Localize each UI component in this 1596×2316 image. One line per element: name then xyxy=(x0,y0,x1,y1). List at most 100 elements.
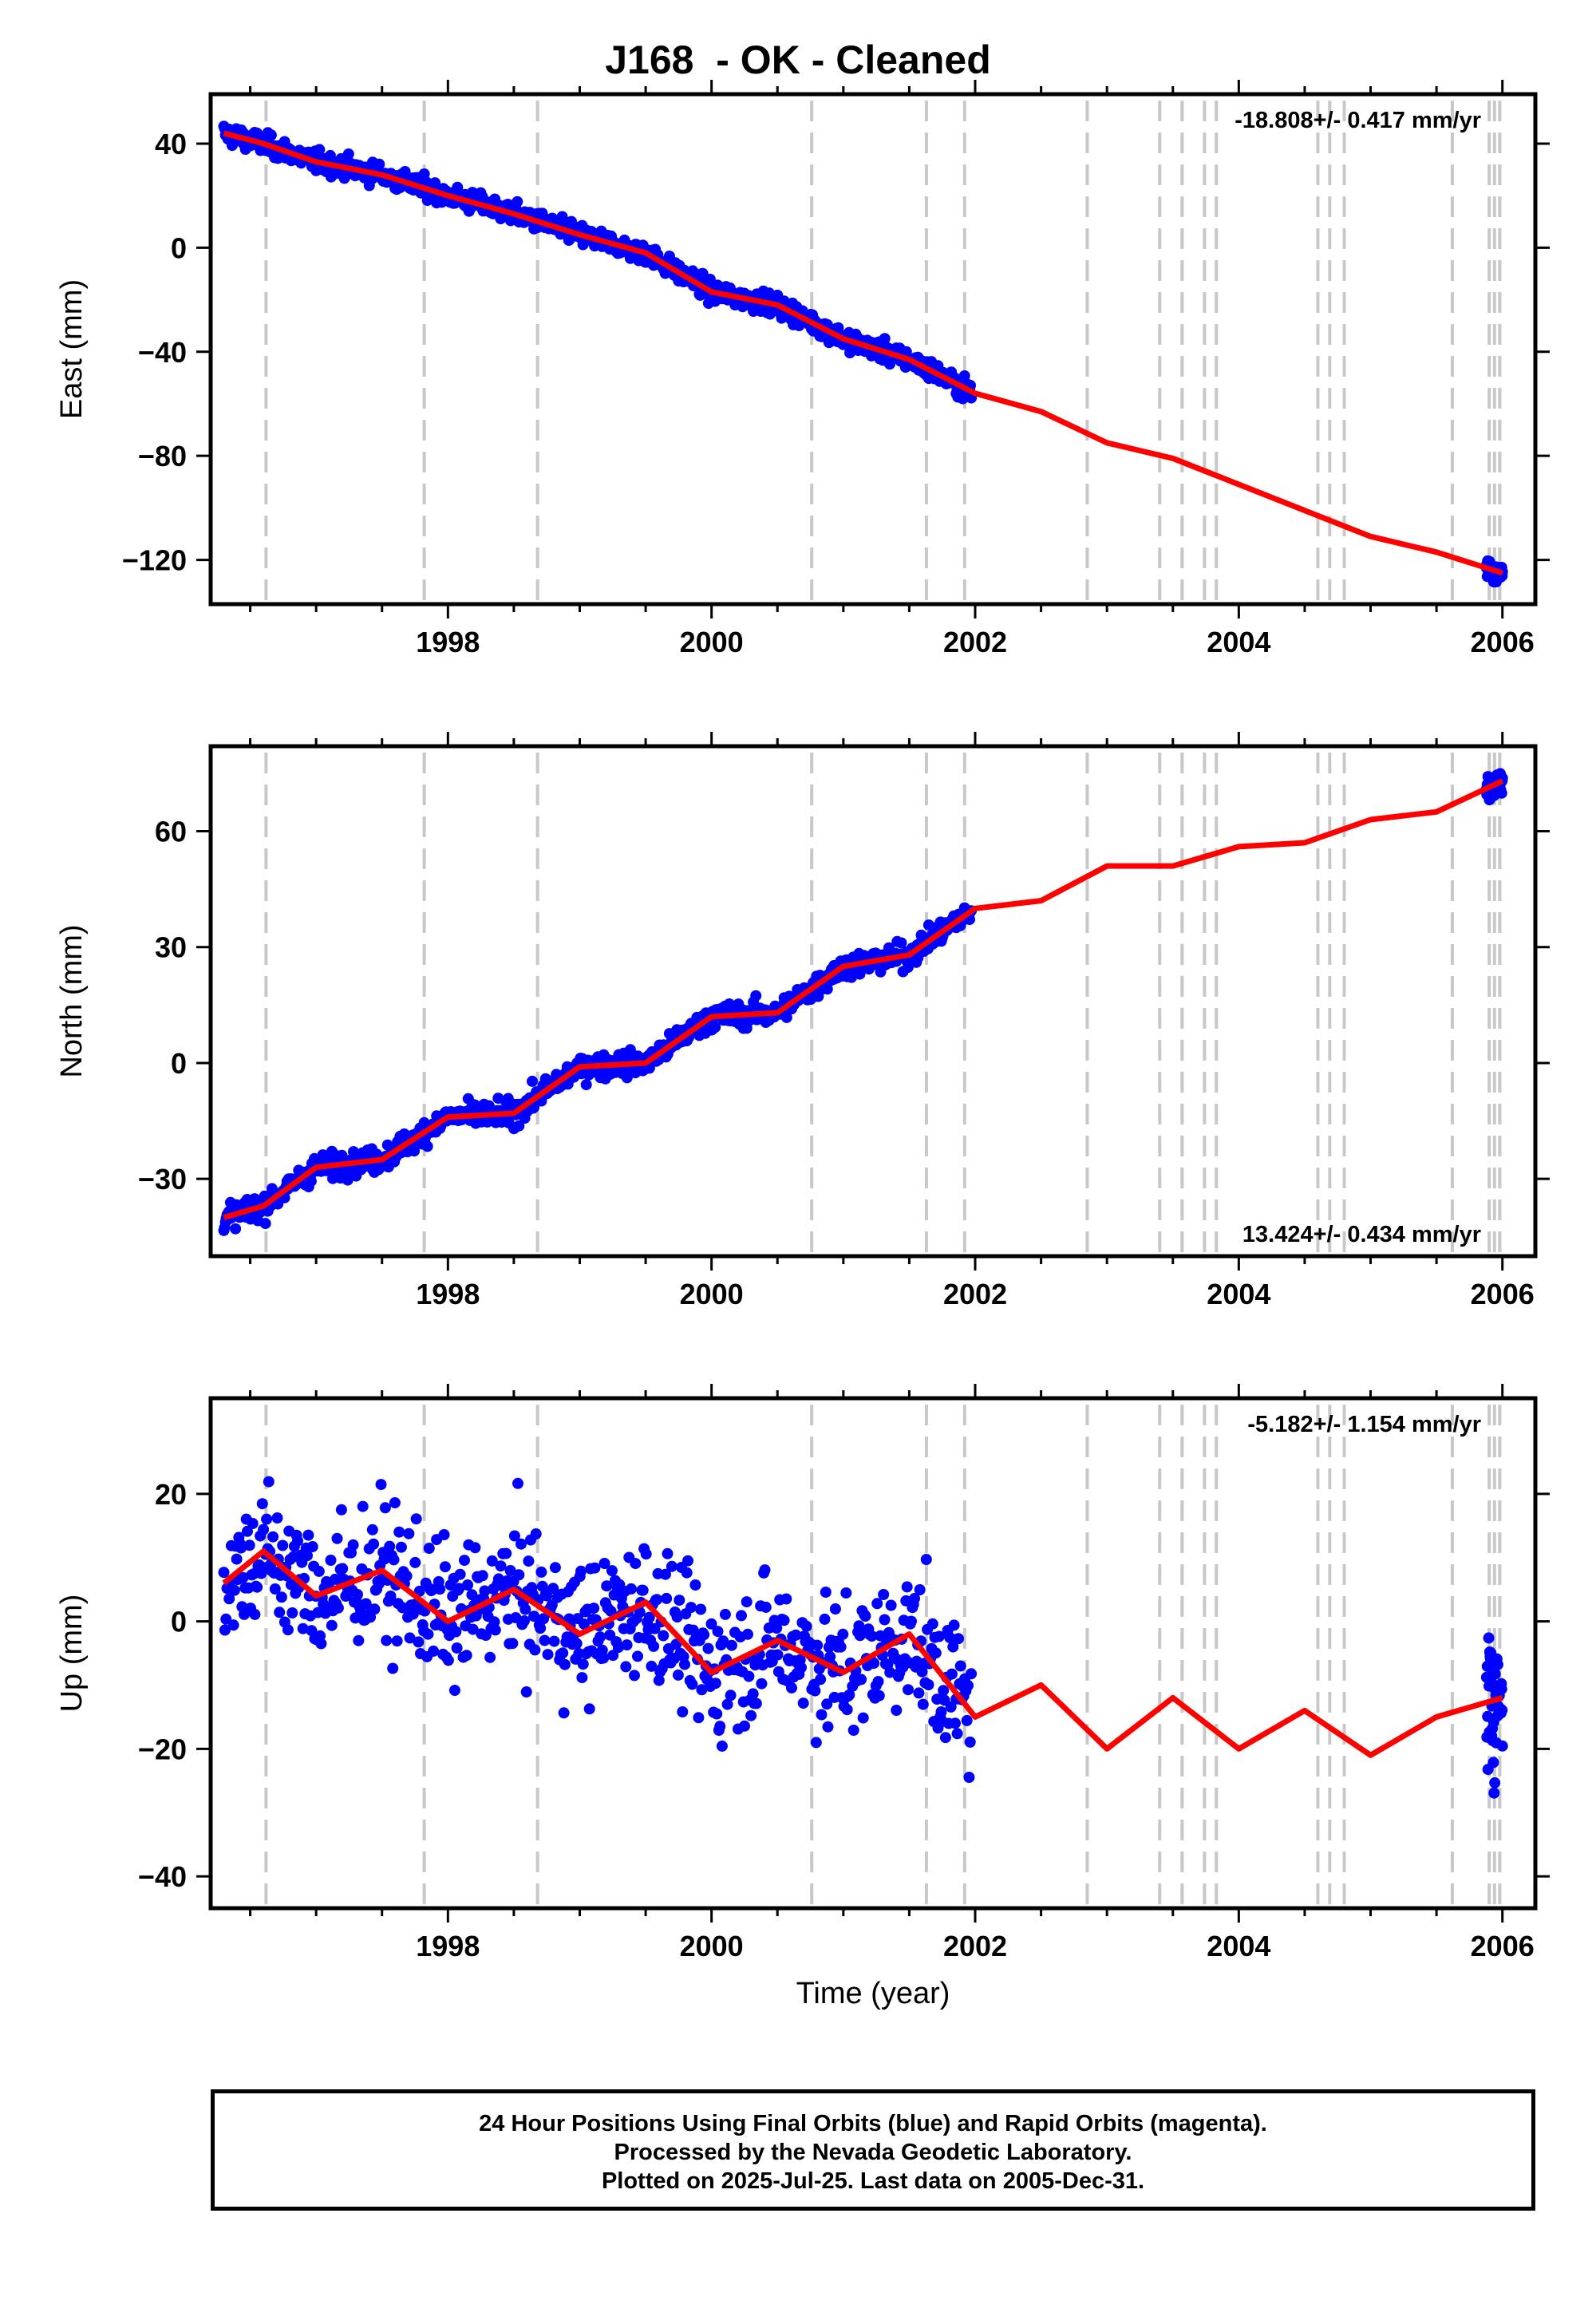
y-tick-label: −80 xyxy=(138,440,187,472)
observation-point xyxy=(467,1623,479,1635)
observation-point xyxy=(247,1518,259,1529)
observation-point xyxy=(1489,1777,1501,1788)
x-tick-label: 1998 xyxy=(416,1278,480,1310)
observation-point xyxy=(780,1593,792,1605)
observation-point xyxy=(357,1500,369,1512)
observation-point xyxy=(395,1541,407,1553)
observation-point xyxy=(685,1602,697,1614)
observation-point xyxy=(829,1603,841,1614)
x-tick-label: 2000 xyxy=(680,626,744,658)
observation-point xyxy=(337,1563,349,1575)
observation-point xyxy=(607,1650,619,1662)
observation-point xyxy=(759,1564,771,1576)
y-axis-label: East (mm) xyxy=(55,279,89,419)
observation-point xyxy=(409,1556,421,1568)
observation-point xyxy=(621,1639,633,1651)
observation-point xyxy=(410,1513,422,1525)
observation-point xyxy=(1488,1787,1500,1799)
observation-point xyxy=(448,1685,460,1696)
observation-point xyxy=(643,1611,655,1623)
observation-point xyxy=(391,1635,403,1647)
rate-annotation: -5.182+/- 1.154 mm/yr xyxy=(1247,1412,1481,1437)
observation-point xyxy=(434,1583,446,1595)
observation-point xyxy=(557,1647,569,1659)
observation-points xyxy=(218,1476,1508,1799)
observation-point xyxy=(695,1603,707,1615)
observation-point xyxy=(397,1602,409,1614)
observation-point xyxy=(535,1622,547,1634)
observation-point xyxy=(709,1678,721,1690)
observation-point xyxy=(512,196,523,207)
observation-point xyxy=(277,1539,289,1551)
observation-point xyxy=(302,1550,313,1562)
observation-point xyxy=(658,1630,670,1642)
observation-point xyxy=(679,1658,690,1670)
observation-point xyxy=(895,937,907,949)
observation-point xyxy=(535,1566,547,1578)
y-tick-label: 40 xyxy=(155,128,187,160)
y-tick-label: 20 xyxy=(155,1478,187,1511)
observation-point xyxy=(575,1565,587,1577)
observation-point xyxy=(512,1477,523,1489)
observation-point xyxy=(632,1650,643,1662)
footer-line-3: Plotted on 2025-Jul-25. Last data on 200… xyxy=(601,2168,1145,2194)
observation-point xyxy=(598,1558,610,1569)
observation-point xyxy=(275,1591,287,1603)
observation-point xyxy=(1496,1704,1508,1716)
observation-point xyxy=(629,1670,640,1682)
observation-point xyxy=(711,1708,723,1720)
observation-point xyxy=(549,1562,561,1574)
observation-point xyxy=(598,1652,610,1664)
observation-point xyxy=(747,1688,759,1700)
observation-point xyxy=(589,1562,601,1574)
observation-point xyxy=(228,1584,240,1596)
observation-point xyxy=(375,1479,387,1491)
model-curve xyxy=(222,1548,1503,1758)
observation-point xyxy=(948,1619,960,1631)
observation-point xyxy=(736,1610,747,1622)
observation-point xyxy=(812,1639,824,1651)
y-tick-label: 60 xyxy=(155,816,187,848)
observation-point xyxy=(313,1565,325,1577)
observation-point xyxy=(739,1720,750,1732)
observation-point xyxy=(381,1634,393,1646)
observation-point xyxy=(547,1583,559,1595)
observation-point xyxy=(315,1638,327,1650)
observation-point xyxy=(438,1529,450,1540)
observation-point xyxy=(306,1541,318,1552)
observation-point xyxy=(721,1698,733,1710)
y-axis-label: North (mm) xyxy=(55,924,89,1077)
observation-point xyxy=(682,1555,693,1567)
observation-point xyxy=(1491,1658,1503,1670)
observation-point xyxy=(756,1678,768,1690)
plot-frame xyxy=(208,92,1538,607)
observation-point xyxy=(837,1628,849,1640)
model-curve xyxy=(223,778,1504,1220)
observation-point xyxy=(835,1641,847,1653)
observation-point xyxy=(871,1598,883,1610)
observation-point xyxy=(508,1530,520,1542)
footer-line-2: Processed by the Nevada Geodetic Laborat… xyxy=(614,2140,1132,2165)
observation-point xyxy=(439,1561,451,1573)
observation-point xyxy=(786,1682,797,1694)
observation-point xyxy=(413,1636,425,1648)
observation-point xyxy=(576,1672,588,1684)
observation-point xyxy=(963,1772,975,1783)
observation-point xyxy=(409,1145,421,1157)
x-tick-label: 2002 xyxy=(943,626,1007,658)
observation-point xyxy=(588,1603,600,1614)
observation-point xyxy=(243,1539,255,1551)
observation-point xyxy=(926,1618,938,1630)
observation-point xyxy=(507,1638,519,1650)
observation-point xyxy=(548,1635,560,1647)
observation-point xyxy=(689,1579,701,1591)
observation-point xyxy=(841,1704,853,1716)
observation-point xyxy=(637,1584,649,1596)
observation-point xyxy=(429,177,441,189)
up-panel: 1998 2000 2002 2004 2006 20 0 −20 −40 Up (mm) -5.1… xyxy=(55,1384,1550,1962)
east-panel: 1998 2000 2002 2004 2006 40 0 −40 −80 −120 East (m… xyxy=(55,80,1550,658)
observation-point xyxy=(903,1684,914,1696)
observation-point xyxy=(422,1628,434,1640)
observation-point xyxy=(267,1531,279,1543)
observation-point xyxy=(620,1661,632,1673)
